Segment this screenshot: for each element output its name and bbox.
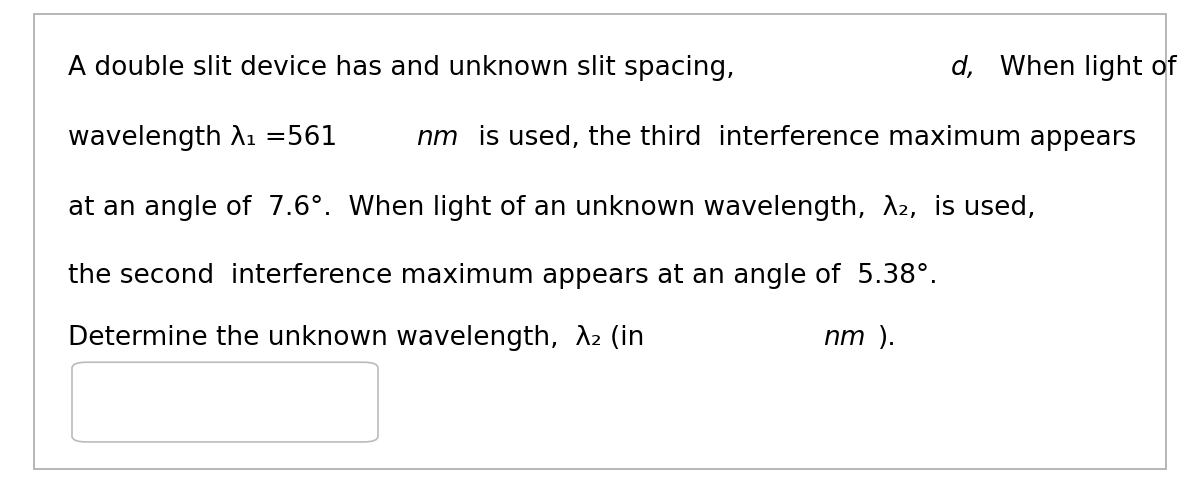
Text: the second  interference maximum appears at an angle of  5.38°.: the second interference maximum appears … (68, 263, 938, 288)
Text: nm: nm (823, 326, 865, 351)
Text: d,: d, (950, 55, 976, 81)
Text: at an angle of  7.6°.  When light of an unknown wavelength,  λ₂,  is used,: at an angle of 7.6°. When light of an un… (68, 195, 1036, 221)
Text: nm: nm (415, 125, 458, 151)
Text: A double slit device has and unknown slit spacing,: A double slit device has and unknown sli… (68, 55, 752, 81)
Text: is used, the third  interference maximum appears: is used, the third interference maximum … (470, 125, 1136, 151)
Text: wavelength λ₁ =561: wavelength λ₁ =561 (68, 125, 337, 151)
Text: When light of: When light of (983, 55, 1176, 81)
Text: ).: ). (877, 326, 896, 351)
Text: Determine the unknown wavelength,  λ₂ (in: Determine the unknown wavelength, λ₂ (in (68, 326, 653, 351)
